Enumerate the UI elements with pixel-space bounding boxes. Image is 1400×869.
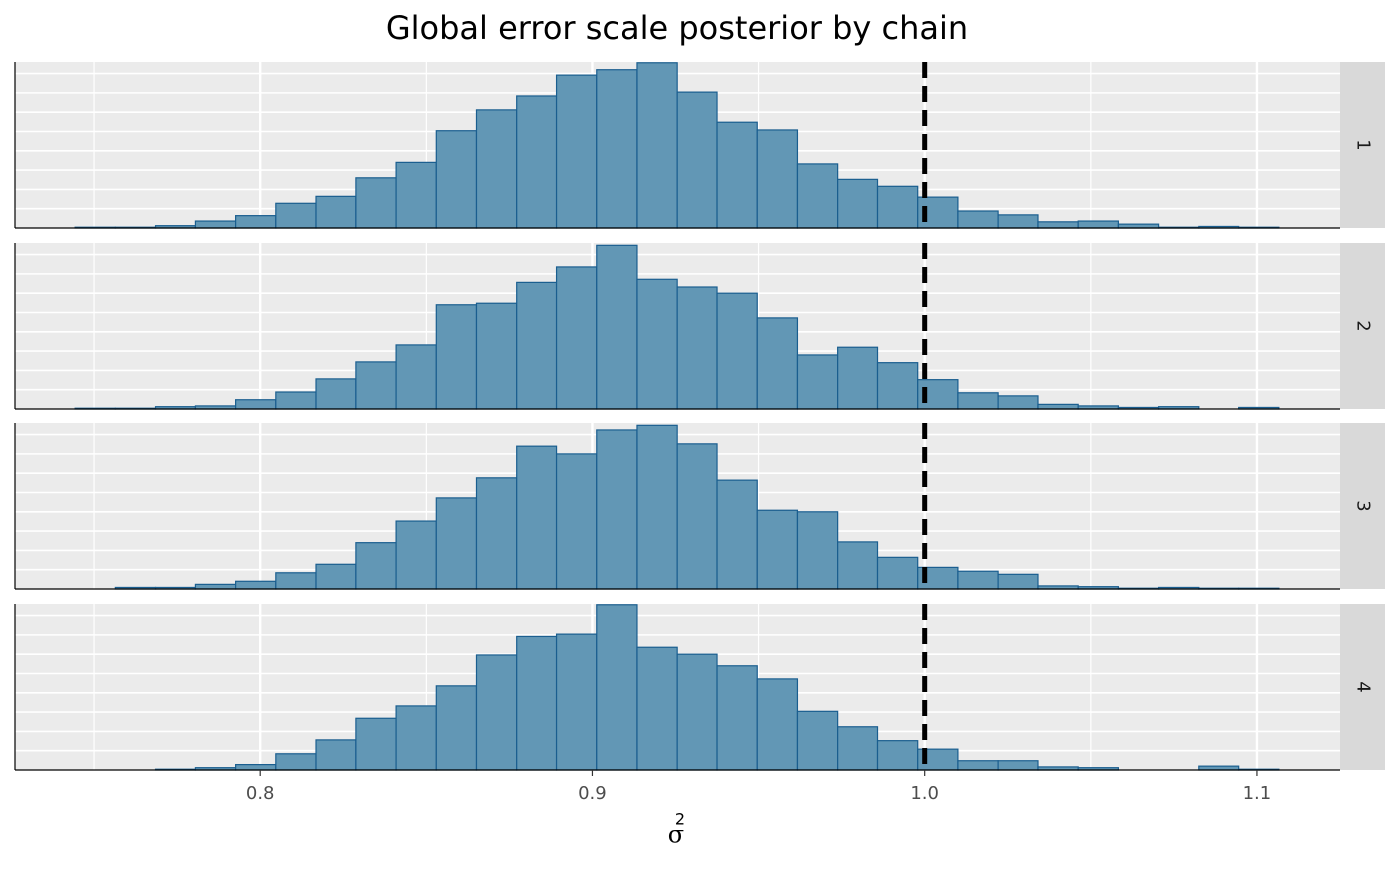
bar [876,740,919,771]
bar [315,378,357,410]
bar [235,580,277,590]
bar [636,278,678,410]
bar [596,604,638,771]
bar [676,443,718,590]
bar [235,215,277,229]
bar [957,570,999,590]
bar [796,354,839,410]
bar [876,185,919,229]
bar [796,163,839,229]
bar [716,479,758,590]
bar [636,646,678,771]
x-tick-label: 0.8 [246,783,275,804]
bar [716,665,758,771]
bar [997,214,1039,229]
bar [315,195,357,229]
bar [756,678,799,771]
bar [796,710,839,771]
bar [395,344,437,410]
bar [596,429,638,590]
bar [315,563,357,590]
bar [676,653,718,771]
bar [876,362,919,410]
bar [957,210,999,229]
bar [1037,403,1079,410]
bar [636,62,678,229]
bar [435,130,478,229]
bar [555,633,598,771]
bar [716,292,758,410]
bar [395,705,437,771]
bar [756,317,799,410]
bar [997,760,1039,771]
bar [275,202,317,229]
bar [355,361,397,410]
bar [596,244,638,410]
bar [355,542,397,590]
bar [1077,220,1119,229]
chart-title: Global error scale posterior by chain [386,9,968,47]
bar [957,392,999,410]
bar [435,497,478,590]
bar [516,281,558,410]
bar [235,763,277,771]
bar [194,583,237,590]
bar [876,556,919,590]
x-axis-label: σ [668,821,684,849]
bar [516,445,558,590]
x-axis-label-sup: 2 [675,810,685,829]
bar [475,477,518,590]
bar [676,286,718,410]
bar [235,399,277,410]
strip-label: 2 [1353,320,1374,331]
bar [475,109,518,229]
bar [596,69,638,229]
strip-background [1340,423,1385,589]
bar [1037,221,1079,229]
bar [275,391,317,410]
bar [435,685,478,771]
bar [315,739,357,771]
bar [997,395,1039,410]
strip-label: 1 [1353,139,1374,150]
bar [435,304,478,410]
bar [475,654,518,771]
strip-background [1340,604,1385,770]
x-tick-label: 1.1 [1243,783,1272,804]
strip-background [1340,243,1385,409]
bar [555,453,598,590]
bar [395,520,437,590]
bar [676,91,718,229]
bar [275,572,317,590]
bar [395,161,437,229]
strip-label: 4 [1353,681,1374,692]
x-tick-label: 1.0 [910,783,939,804]
strip-background [1340,62,1385,228]
strip-label: 3 [1353,500,1374,511]
bar [997,573,1039,590]
bar [555,266,598,410]
bar [355,177,397,229]
bar [957,760,999,771]
bar [796,511,839,590]
bar [716,121,758,229]
x-tick-label: 0.9 [578,783,607,804]
bar [516,635,558,771]
bar [555,74,598,229]
bar [837,541,879,590]
bar [516,95,558,229]
bar [475,302,518,410]
bar [355,717,397,771]
bar [194,220,237,229]
bar [837,178,879,229]
bar [756,509,799,590]
bar [837,726,879,771]
bar [756,129,799,229]
bar [636,424,678,590]
bar [837,346,879,410]
bar [275,753,317,771]
